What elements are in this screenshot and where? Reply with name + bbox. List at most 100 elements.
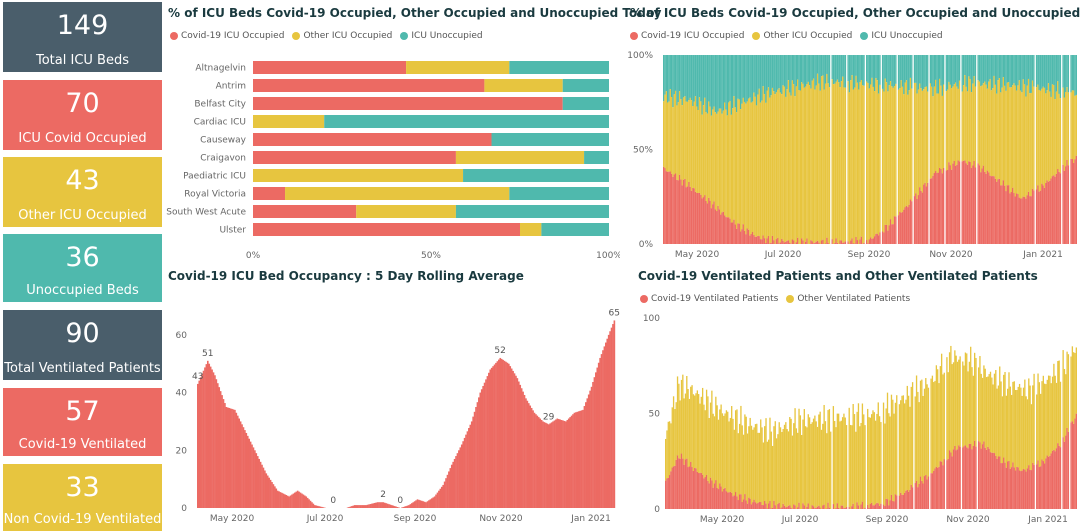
bar-other-ventilated	[885, 408, 887, 499]
bar-covid	[745, 234, 747, 244]
bar-other	[877, 93, 880, 236]
bar-covid	[958, 161, 961, 244]
bar-other	[738, 99, 740, 224]
bar-other	[823, 89, 825, 244]
bar-other-ventilated	[812, 418, 815, 507]
bar-other-ventilated	[837, 413, 840, 508]
legend-item-unoccupied[interactable]: ICU Unoccupied	[400, 31, 483, 41]
bar-unoccupied	[871, 55, 873, 78]
bar-unoccupied	[793, 55, 795, 85]
legend-item-other[interactable]: Other ICU Occupied	[752, 31, 852, 41]
bar	[236, 415, 239, 508]
bar	[512, 370, 514, 508]
bar-covid	[1038, 191, 1040, 244]
bar-other	[1050, 96, 1052, 179]
bar-other	[1025, 96, 1027, 199]
chart-icu-pct-time[interactable]: 0%50%100%May 2020 Jul 2020 Sep 2020 Nov 202…	[625, 48, 1080, 263]
bar-covid	[954, 165, 957, 244]
bar-segment	[406, 61, 510, 74]
bar	[378, 502, 380, 508]
bar-other-ventilated	[950, 345, 952, 453]
bar-unoccupied	[834, 55, 836, 84]
bar-other-ventilated	[966, 353, 968, 448]
bar-other-ventilated	[1073, 352, 1075, 424]
legend-item-covid[interactable]: Covid-19 ICU Occupied	[630, 31, 744, 41]
bar-covid-ventilated	[666, 478, 668, 509]
bar-other-ventilated	[760, 419, 762, 503]
bar-other	[670, 97, 673, 174]
bar	[272, 484, 275, 508]
bar-other	[700, 101, 702, 195]
bar-covid	[678, 174, 681, 244]
bar-unoccupied	[812, 55, 815, 79]
bar-other-ventilated	[943, 372, 945, 460]
bar-other-ventilated	[878, 416, 881, 506]
bar	[358, 505, 360, 508]
bar-covid-ventilated	[1047, 456, 1050, 509]
bar-unoccupied	[952, 55, 954, 87]
bar-other	[1010, 87, 1012, 192]
bar-unoccupied	[803, 55, 805, 88]
bar-other-ventilated	[778, 422, 780, 503]
bar-other-ventilated	[827, 410, 829, 503]
bar-other	[964, 75, 966, 161]
bar-segment	[491, 133, 609, 146]
bar-unoccupied	[932, 55, 934, 97]
bar-other-ventilated	[1074, 352, 1076, 419]
legend-item-unoccupied[interactable]: ICU Unoccupied	[860, 31, 943, 41]
bar-covid-ventilated	[675, 459, 677, 509]
bar-unoccupied	[681, 55, 683, 106]
bar	[545, 422, 547, 508]
legend-item-covid[interactable]: Covid-19 ICU Occupied	[170, 31, 284, 41]
bar	[492, 366, 494, 508]
bar-covid-ventilated	[797, 507, 799, 509]
bar	[540, 419, 543, 508]
bar-covid	[812, 243, 815, 244]
bar-covid	[977, 163, 979, 244]
bar-covid-ventilated	[869, 503, 871, 509]
bar	[349, 506, 352, 508]
bar-other-ventilated	[1008, 372, 1010, 462]
bar	[264, 470, 266, 508]
bar-covid	[941, 173, 943, 244]
bar-covid-ventilated	[782, 503, 784, 509]
bar-covid	[919, 187, 921, 244]
bar	[489, 369, 492, 508]
bar-unoccupied	[907, 55, 909, 95]
bar-other	[798, 90, 800, 244]
bar-other-ventilated	[779, 427, 782, 509]
bar-covid	[706, 203, 709, 244]
bar-covid	[907, 207, 909, 244]
bar-unoccupied	[790, 55, 792, 96]
bar-unoccupied	[867, 55, 869, 83]
bar-unoccupied	[811, 55, 813, 81]
bar-other-ventilated	[890, 394, 893, 495]
bar-covid-ventilated	[933, 470, 935, 509]
bar	[603, 346, 606, 508]
bar-unoccupied	[721, 55, 723, 114]
bar-other-ventilated	[1047, 375, 1050, 457]
bar-covid-ventilated	[725, 491, 728, 509]
bar-unoccupied	[919, 55, 921, 84]
bar-other	[1013, 83, 1015, 194]
legend-item-other-ventilated[interactable]: Other Ventilated Patients	[786, 294, 910, 304]
bar-unoccupied	[685, 55, 687, 102]
bar-other-ventilated	[898, 404, 901, 496]
legend-item-other[interactable]: Other ICU Occupied	[292, 31, 392, 41]
bar-unoccupied	[818, 55, 820, 84]
bar-covid	[950, 169, 953, 244]
bar-other	[771, 87, 774, 236]
legend-item-covid-ventilated[interactable]: Covid-19 Ventilated Patients	[640, 294, 778, 304]
bar-covid-ventilated	[1042, 461, 1044, 509]
bar-segment	[324, 115, 609, 128]
bar-other	[739, 109, 742, 232]
bar-other-ventilated	[716, 405, 718, 488]
bar	[570, 415, 573, 508]
bar	[605, 342, 607, 508]
bar-covid	[1008, 185, 1010, 244]
bar-covid	[743, 230, 746, 244]
bar	[312, 503, 315, 508]
